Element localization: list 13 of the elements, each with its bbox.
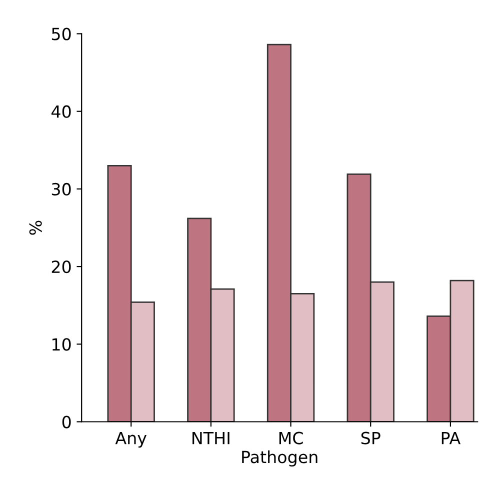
y-tick-label: 0: [62, 416, 71, 428]
x-tick-label: NTHI: [192, 432, 230, 444]
x-axis-title: Pathogen: [242, 450, 318, 467]
y-tick-label: 20: [52, 260, 71, 274]
x-tick-label: SP: [361, 432, 380, 444]
x-tick-label: PA: [442, 432, 461, 444]
y-axis-title: %: [29, 220, 42, 235]
x-tick-label: MC: [279, 432, 303, 444]
y-tick-label: 50: [52, 28, 71, 40]
y-tick-label: 40: [51, 105, 71, 118]
y-tick-label: 10: [52, 338, 71, 351]
y-tick-label: 30: [52, 182, 71, 196]
x-tick-label: Any: [115, 432, 147, 448]
